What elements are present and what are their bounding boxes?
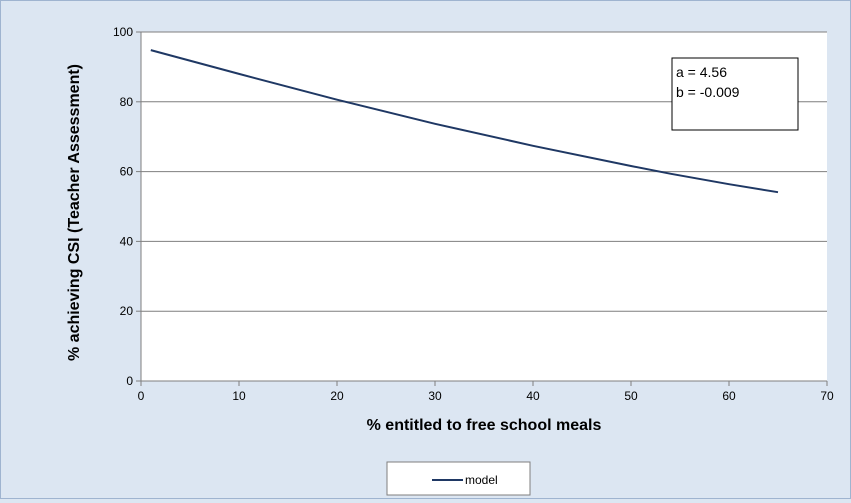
legend: model [386, 461, 531, 496]
parameter-box: a = 4.56 b = -0.009 [671, 57, 799, 131]
x-tick-label: 40 [526, 389, 540, 403]
parameter-box-frame [671, 57, 799, 131]
y-tick-label: 0 [126, 374, 133, 388]
x-tick-label: 20 [330, 389, 344, 403]
y-tick-label: 20 [120, 304, 134, 318]
tick-labels: 0 20 40 60 80 100 0 10 20 30 40 50 60 70 [113, 25, 834, 403]
x-tick-label: 0 [138, 389, 145, 403]
y-tick-label: 80 [120, 95, 134, 109]
legend-frame [386, 461, 531, 496]
gridlines [141, 31, 827, 312]
series-line-model [150, 49, 779, 194]
x-tick-label: 50 [624, 389, 638, 403]
axes [136, 31, 828, 386]
parameter-a-label: a = 4.56 [676, 64, 727, 80]
x-axis-title: % entitled to free school meals [367, 417, 602, 434]
legend-label-model: model [465, 473, 498, 487]
x-tick-label: 10 [232, 389, 246, 403]
x-tick-label: 60 [722, 389, 736, 403]
x-tick-label: 30 [428, 389, 442, 403]
parameter-b-label: b = -0.009 [676, 84, 740, 100]
y-tick-label: 100 [113, 25, 133, 39]
y-tick-label: 40 [120, 234, 134, 248]
y-axis-title: % achieving CSI (Teacher Assessment) [66, 64, 83, 361]
series-layer [150, 49, 779, 194]
x-tick-label: 70 [820, 389, 834, 403]
y-tick-label: 60 [120, 165, 134, 179]
